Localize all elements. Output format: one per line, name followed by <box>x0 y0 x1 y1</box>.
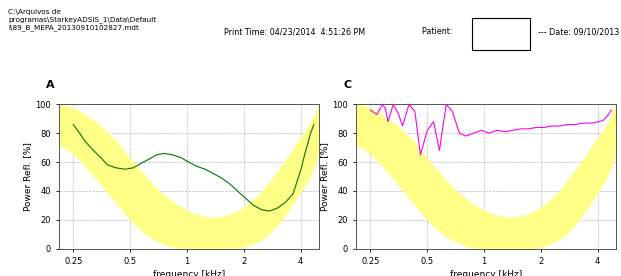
Text: Patient:: Patient: <box>422 27 455 36</box>
Text: Print Time: 04/23/2014  4:51:26 PM: Print Time: 04/23/2014 4:51:26 PM <box>224 27 365 36</box>
Text: A: A <box>46 80 55 90</box>
Text: C:\Arquivos de
programas\StarkeyADSIS_1\Data\Default
l\89_B_MEPA_20130910102827.: C:\Arquivos de programas\StarkeyADSIS_1\… <box>8 9 156 31</box>
Text: C: C <box>343 80 351 90</box>
Y-axis label: Power Refl. [%]: Power Refl. [%] <box>320 142 329 211</box>
X-axis label: frequency [kHz]: frequency [kHz] <box>450 270 522 276</box>
Bar <box>472 18 530 50</box>
X-axis label: frequency [kHz]: frequency [kHz] <box>153 270 225 276</box>
Text: --- Date: 09/10/2013 10:28:27 AM: --- Date: 09/10/2013 10:28:27 AM <box>538 27 621 36</box>
Y-axis label: Power Refl. [%]: Power Refl. [%] <box>23 142 32 211</box>
